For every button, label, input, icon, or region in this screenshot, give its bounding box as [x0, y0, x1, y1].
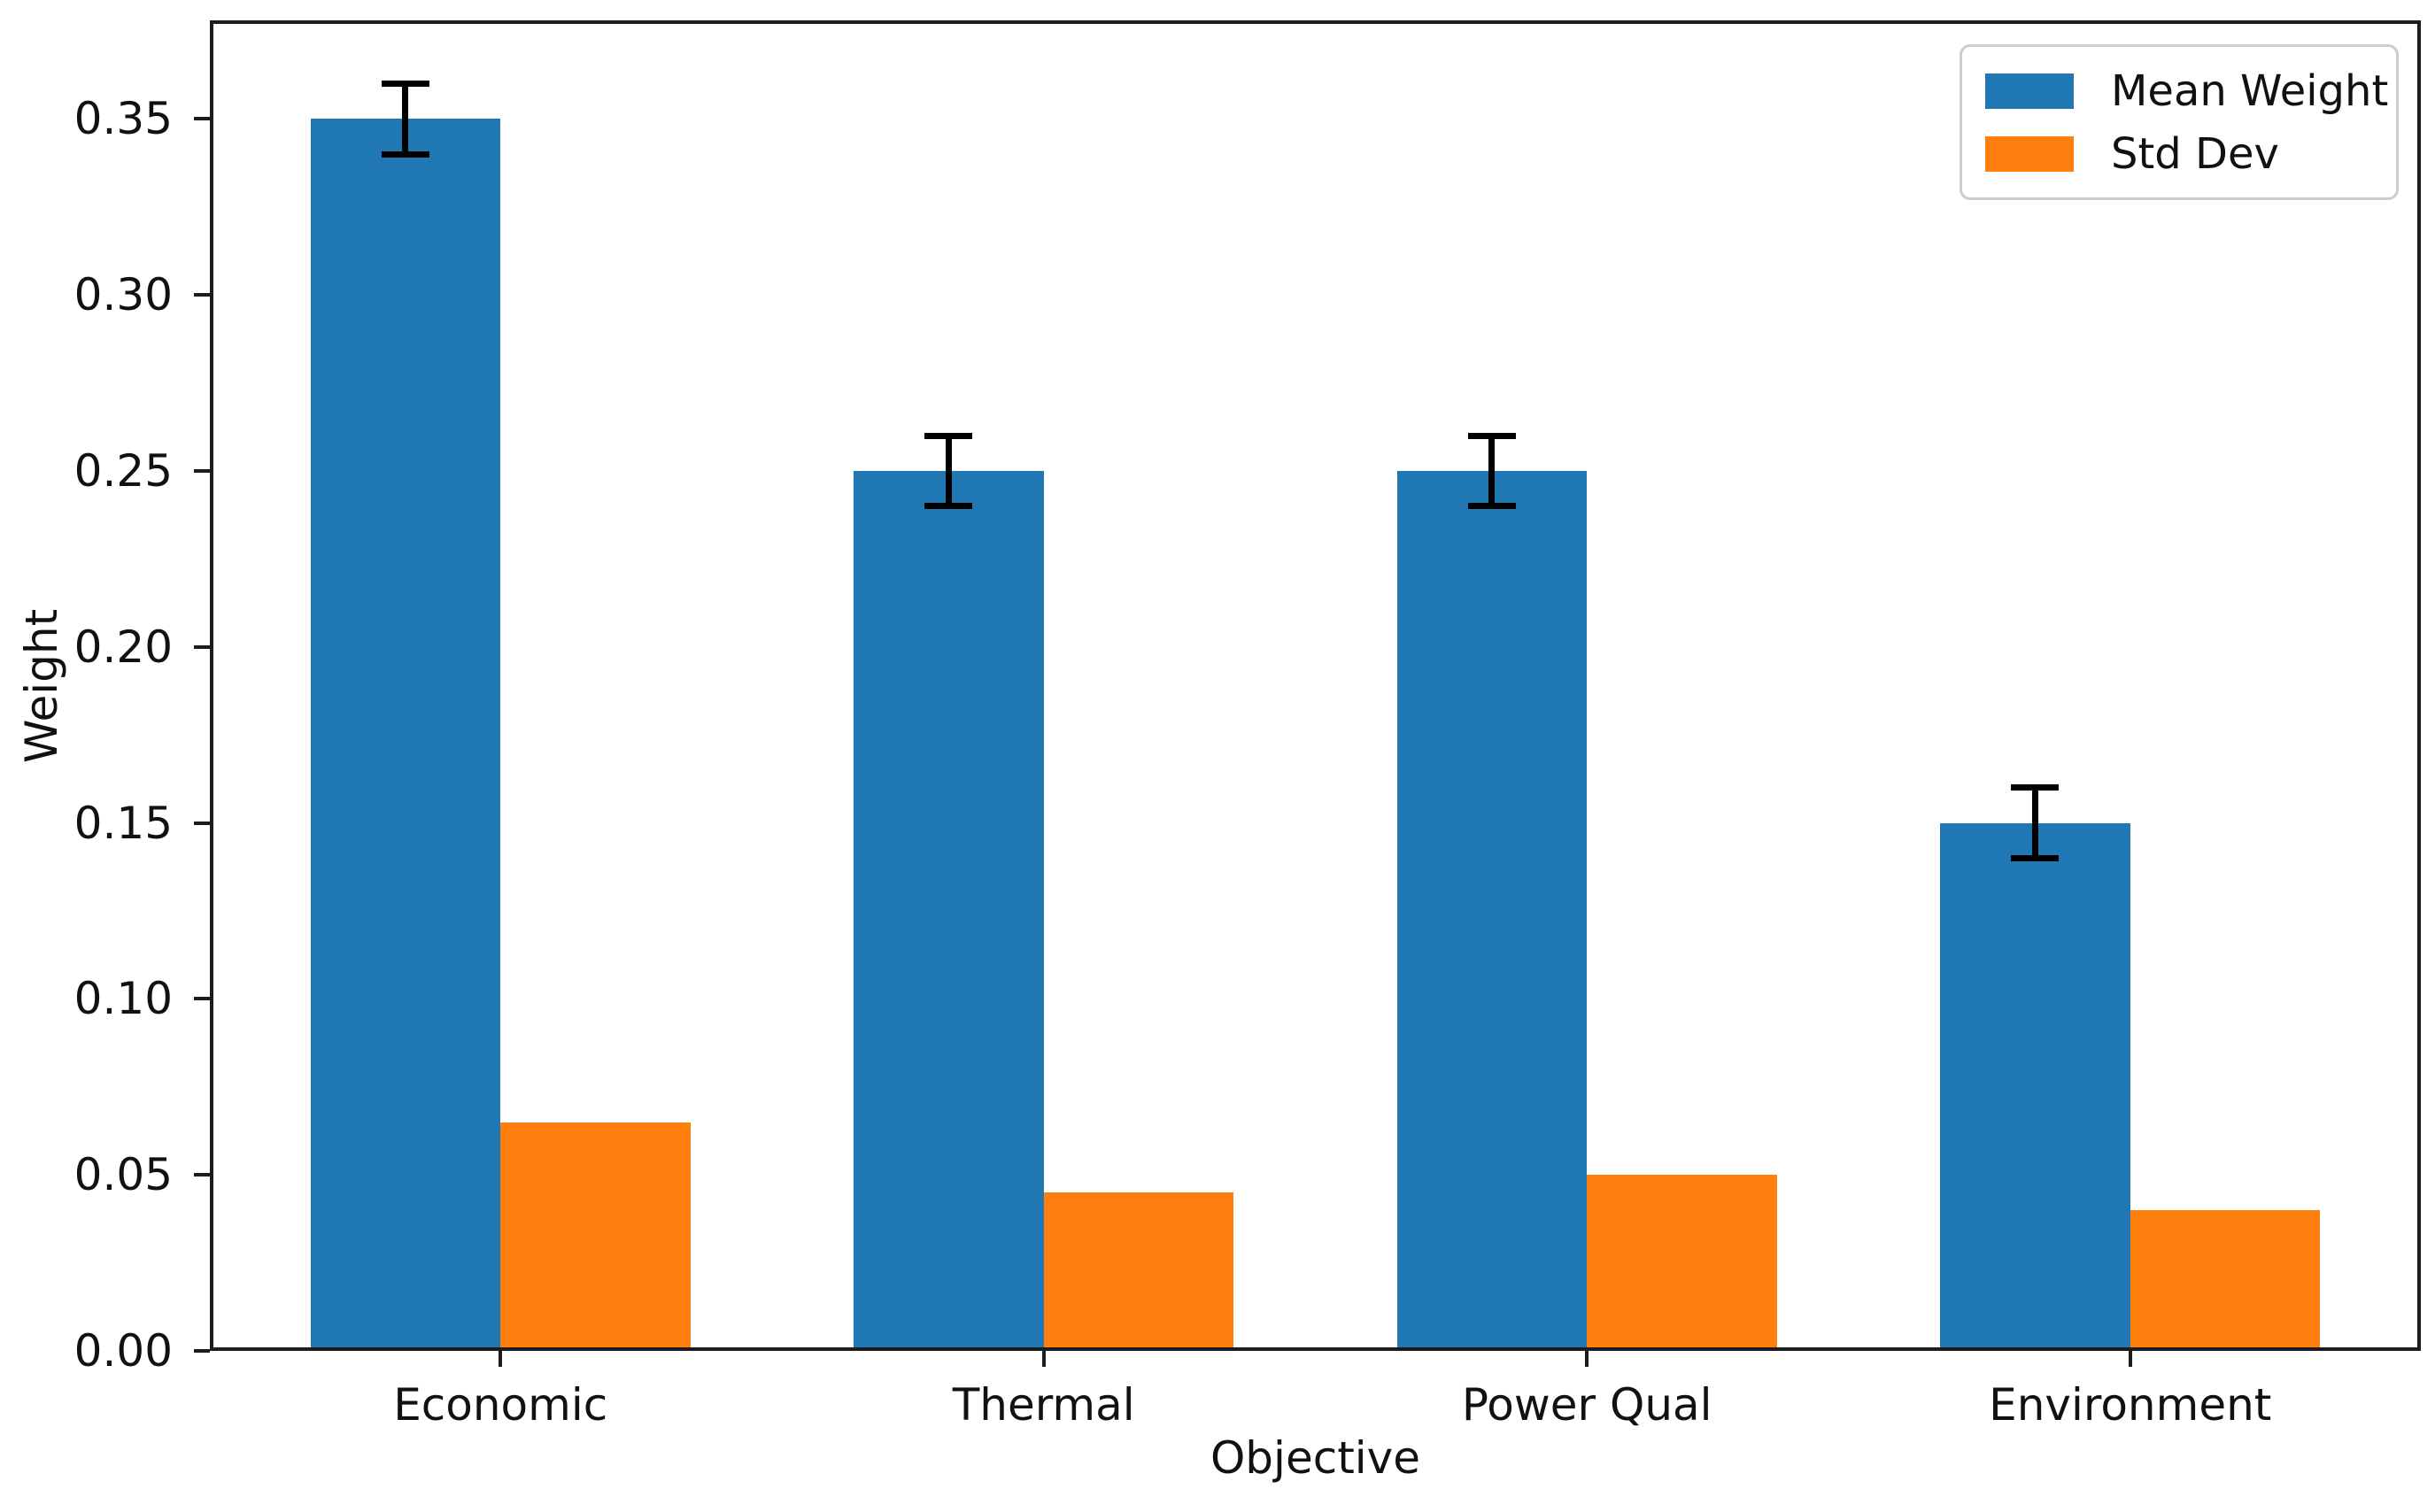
error-bar-cap-bottom-power-qual: [1467, 503, 1516, 510]
x-tick-label-environment: Environment: [1989, 1379, 2272, 1431]
legend-entry-std-dev: Std Dev: [1985, 131, 2373, 177]
y-tick-label: 0.30: [73, 269, 173, 321]
y-tick-label: 0.05: [73, 1149, 173, 1201]
error-bar-cap-bottom-economic: [381, 150, 429, 158]
y-tick: [194, 293, 210, 297]
x-tick-label-economic: Economic: [393, 1379, 608, 1431]
x-tick-label-power-qual: Power Qual: [1461, 1379, 1712, 1431]
error-bar-stem-environment: [2031, 787, 2038, 859]
y-tick-label: 0.10: [73, 973, 173, 1025]
plot-area: 0.00 0.05 0.10 0.15 0.20 0.25 0.30 0.35 Economic…: [74, 20, 2421, 1431]
error-bar-stem-economic: [402, 83, 409, 155]
bar-mean-weight-economic: [310, 119, 501, 1351]
error-bar-cap-bottom-environment: [2011, 854, 2060, 861]
y-tick: [194, 117, 210, 121]
y-tick: [194, 1173, 210, 1177]
error-bar-cap-top-environment: [2011, 784, 2060, 791]
bar-mean-weight-power-qual: [1396, 470, 1588, 1351]
x-tick-label-thermal: Thermal: [952, 1379, 1135, 1431]
x-tick: [1041, 1351, 1046, 1367]
bar-mean-weight-environment: [1940, 822, 2130, 1351]
y-tick: [194, 644, 210, 649]
y-tick: [194, 997, 210, 1001]
error-bar-cap-top-power-qual: [1467, 432, 1516, 439]
y-tick-label: 0.20: [73, 621, 173, 673]
y-tick: [194, 821, 210, 825]
error-bar-cap-top-economic: [381, 81, 429, 88]
x-tick: [2128, 1351, 2132, 1367]
y-tick: [194, 1349, 210, 1353]
legend: Mean Weight Std Dev: [1960, 44, 2399, 200]
x-tick: [1585, 1351, 1589, 1367]
legend-entry-mean-weight: Mean Weight: [1985, 68, 2388, 114]
error-bar-cap-bottom-thermal: [924, 503, 973, 510]
error-bar-stem-power-qual: [1488, 436, 1496, 506]
y-tick-label: 0.00: [73, 1325, 173, 1377]
y-tick-label: 0.25: [73, 444, 173, 497]
y-tick-label: 0.15: [73, 797, 173, 849]
legend-swatch-std-dev: [1985, 135, 2074, 172]
y-tick-label: 0.35: [73, 93, 173, 145]
legend-swatch-mean-weight: [1985, 73, 2074, 109]
bar-std-dev-environment: [2130, 1209, 2321, 1351]
legend-label-mean-weight: Mean Weight: [2111, 66, 2389, 116]
x-tick: [499, 1351, 503, 1367]
bar-std-dev-power-qual: [1587, 1175, 1777, 1351]
error-bar-stem-thermal: [945, 436, 952, 506]
bar-mean-weight-thermal: [854, 470, 1044, 1351]
error-bar-cap-top-thermal: [924, 432, 973, 439]
bar-std-dev-economic: [500, 1122, 691, 1351]
x-axis-label: Objective: [1210, 1432, 1421, 1484]
bar-std-dev-thermal: [1043, 1192, 1234, 1351]
legend-label-std-dev: Std Dev: [2111, 128, 2279, 179]
y-tick: [194, 468, 210, 473]
